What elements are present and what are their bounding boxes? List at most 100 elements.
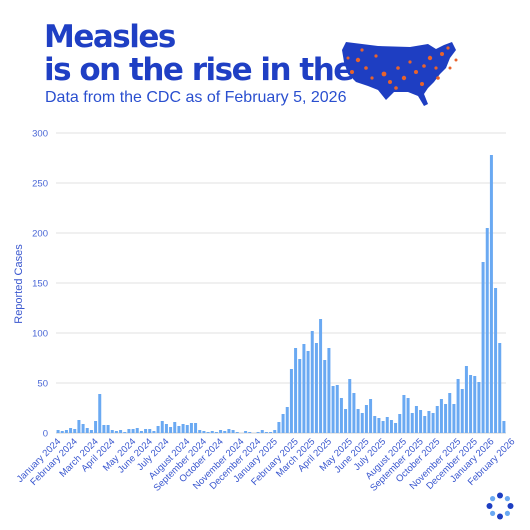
page-title-line-1: Measles: [44, 19, 176, 55]
bar: [164, 424, 168, 433]
bar: [114, 431, 118, 433]
bar: [127, 429, 131, 433]
bar: [373, 416, 377, 433]
bar: [389, 420, 393, 433]
bar: [144, 429, 148, 433]
y-tick-label: 150: [32, 279, 48, 290]
bar: [414, 406, 418, 433]
bar: [235, 432, 239, 433]
bar: [410, 413, 414, 433]
bar: [339, 398, 343, 433]
bar: [348, 379, 352, 433]
bar: [177, 426, 181, 433]
bar: [494, 288, 498, 433]
bar: [314, 343, 318, 433]
bar: [89, 430, 93, 433]
bar: [281, 414, 285, 433]
bar: [123, 432, 127, 433]
bar: [119, 430, 123, 433]
bar: [64, 430, 68, 433]
bar: [214, 432, 218, 433]
bar: [498, 343, 502, 433]
bar: [369, 399, 373, 433]
y-tick-label: 0: [43, 429, 48, 440]
bar: [352, 393, 356, 433]
bar: [485, 228, 489, 433]
bar: [273, 430, 277, 433]
bar: [244, 431, 248, 433]
y-tick-label: 200: [32, 229, 48, 240]
bar: [460, 389, 464, 433]
bar: [202, 431, 206, 433]
bar: [77, 420, 81, 433]
bar: [173, 422, 177, 433]
bar: [194, 423, 198, 433]
bar: [94, 421, 98, 433]
bar: [85, 428, 89, 433]
bar: [185, 425, 189, 433]
bar: [210, 431, 214, 433]
bar: [356, 409, 360, 433]
bar: [189, 423, 193, 433]
us-map-icon: [342, 42, 458, 106]
bar: [102, 425, 106, 433]
bar: [152, 431, 156, 433]
bar: [469, 375, 473, 433]
bar: [310, 331, 314, 433]
bar: [448, 393, 452, 433]
bar: [219, 430, 223, 433]
bar: [319, 319, 323, 433]
bar: [323, 360, 327, 433]
bar: [473, 376, 477, 433]
outbreak-dots: [346, 46, 458, 90]
bar: [277, 422, 281, 433]
chart-bars: [56, 155, 506, 433]
bar: [331, 386, 335, 433]
bar: [139, 431, 143, 433]
bar: [135, 428, 139, 433]
bar: [394, 423, 398, 433]
bar: [402, 395, 406, 433]
y-axis-tick-labels: 0 50 100 150 200 250 300: [32, 129, 48, 440]
bar: [452, 404, 456, 433]
bar: [398, 414, 402, 433]
bar: [306, 351, 310, 433]
bar: [477, 382, 481, 433]
bar: [431, 413, 435, 433]
bar: [160, 421, 164, 433]
bar: [256, 432, 260, 433]
bar: [231, 430, 235, 433]
bar: [269, 432, 273, 433]
bar: [381, 421, 385, 433]
bar: [131, 429, 135, 433]
bar: [427, 411, 431, 433]
bar: [69, 428, 73, 433]
bar: [60, 431, 64, 433]
bar: [98, 394, 102, 433]
bar: [81, 424, 85, 433]
bar: [110, 430, 114, 433]
bar: [285, 407, 289, 433]
bar: [73, 429, 77, 433]
bar: [502, 421, 506, 433]
bar: [289, 369, 293, 433]
y-tick-label: 50: [37, 379, 48, 390]
bar: [169, 427, 173, 433]
bar: [302, 344, 306, 433]
bar: [435, 406, 439, 433]
bar: [444, 404, 448, 433]
bar: [439, 399, 443, 433]
bar: [385, 417, 389, 433]
y-tick-label: 100: [32, 329, 48, 340]
bar: [264, 432, 268, 433]
bar: [456, 379, 460, 433]
bar: [419, 410, 423, 433]
chart-gridlines: [56, 132, 506, 434]
bar: [327, 348, 331, 433]
bar: [423, 416, 427, 433]
bar: [148, 429, 152, 433]
bar: [489, 155, 493, 433]
bar: [335, 385, 339, 433]
bar: [260, 430, 264, 433]
